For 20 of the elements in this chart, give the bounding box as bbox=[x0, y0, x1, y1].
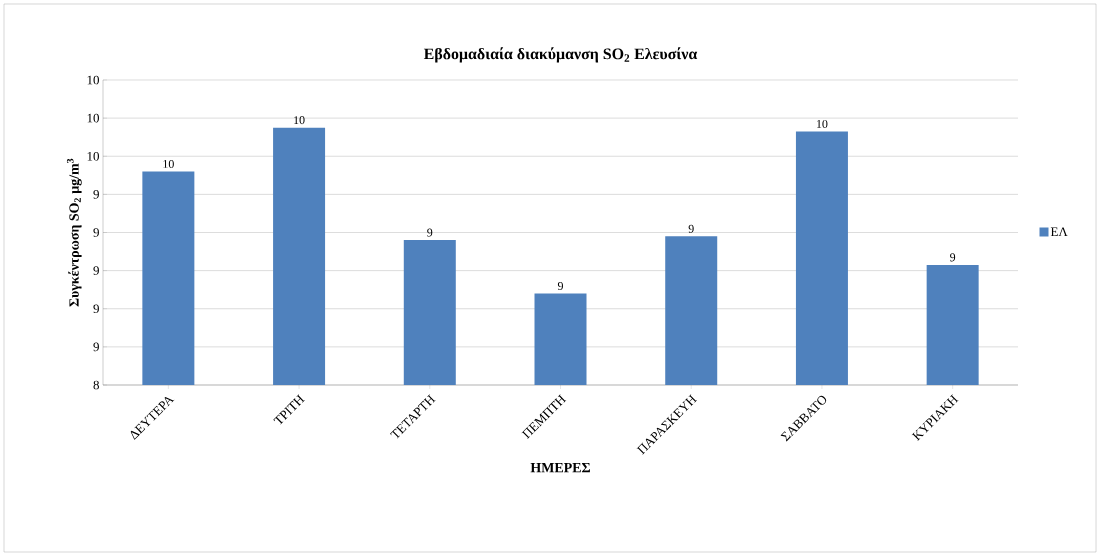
y-axis-title: Συγκέντρωση SO$_{2}$ μg/m$^{3}$ bbox=[66, 158, 82, 307]
y-tick-label: 8 bbox=[93, 380, 99, 390]
data-label: 9 bbox=[688, 224, 694, 233]
data-label: 9 bbox=[427, 228, 433, 237]
data-label: 9 bbox=[557, 281, 563, 290]
x-axis-title: ΗΜΕΡΕΣ bbox=[530, 463, 590, 473]
y-tick-label: 9 bbox=[93, 342, 99, 352]
y-tick-label: 9 bbox=[93, 190, 99, 199]
data-label: 9 bbox=[950, 253, 956, 262]
data-label: 10 bbox=[817, 119, 828, 128]
legend-label: ΕΛ bbox=[1050, 227, 1068, 237]
data-label: 10 bbox=[163, 159, 174, 168]
y-tick-label: 9 bbox=[93, 228, 99, 237]
y-tick-label: 10 bbox=[87, 75, 99, 85]
y-tick-label: 10 bbox=[87, 113, 99, 123]
data-label: 10 bbox=[294, 116, 305, 125]
y-tick-label: 9 bbox=[93, 266, 99, 275]
y-tick-label: 10 bbox=[87, 151, 99, 161]
y-tick-label: 9 bbox=[93, 304, 99, 314]
chart-title: Εβδομαδιαία διακύμανση SO$_{2}$ Ελευσίνα bbox=[423, 47, 698, 63]
